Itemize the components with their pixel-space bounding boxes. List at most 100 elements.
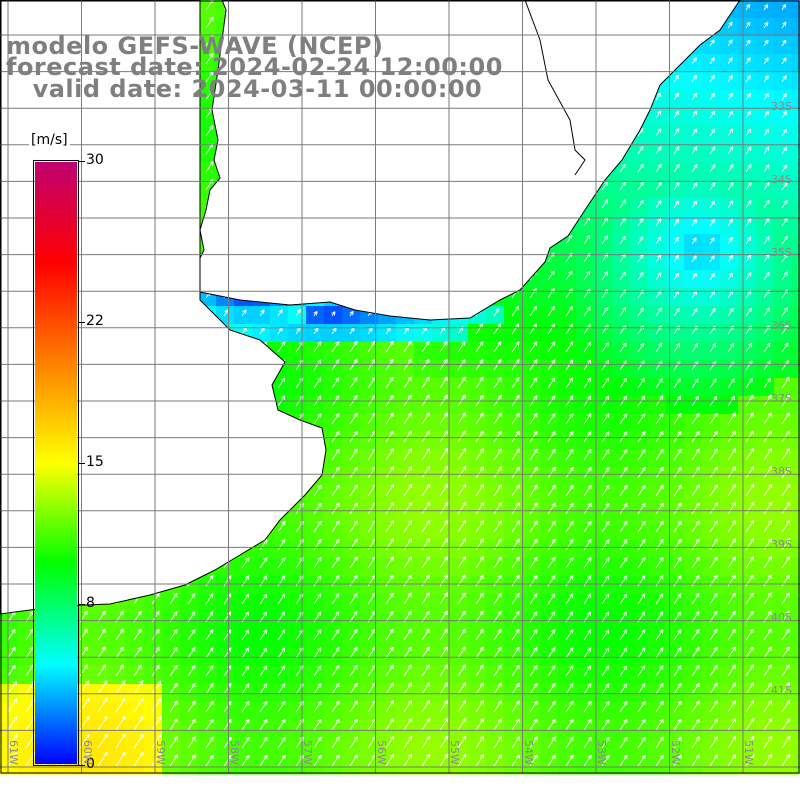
wind-speed-cell (486, 396, 505, 415)
wind-arrow (529, 305, 538, 317)
wind-speed-cell (18, 738, 37, 757)
wind-speed-cell (504, 522, 523, 541)
wind-speed-cell (792, 234, 800, 253)
wind-speed-cell (504, 306, 523, 325)
wind-speed-cell (126, 684, 145, 703)
wind-arrow (673, 307, 680, 317)
wind-arrow (331, 412, 340, 425)
title-valid-date: valid date: 2024-03-11 00:00:00 (6, 75, 483, 103)
wind-speed-cell (306, 378, 325, 397)
wind-arrow (745, 110, 752, 119)
wind-speed-cell (378, 396, 397, 415)
wind-speed-cell (756, 612, 775, 631)
wind-speed-cell (594, 612, 613, 631)
wind-speed-cell (558, 396, 577, 415)
wind-speed-cell (396, 612, 415, 631)
wind-arrow (763, 39, 769, 47)
wind-speed-cell (522, 432, 541, 451)
wind-speed-cell (756, 486, 775, 505)
wind-speed-cell (612, 594, 631, 613)
wind-arrow (331, 341, 340, 353)
wind-speed-cell (522, 288, 541, 307)
wind-speed-cell (468, 504, 487, 523)
wind-arrow (691, 255, 697, 263)
wind-speed-cell (792, 630, 800, 649)
wind-speed-cell (450, 486, 469, 505)
wind-speed-cell (450, 720, 469, 739)
wind-speed-cell (792, 558, 800, 577)
wind-arrow (619, 448, 628, 461)
wind-speed-cell (558, 306, 577, 325)
wind-speed-cell (576, 630, 595, 649)
wind-speed-cell (414, 414, 433, 433)
wind-speed-cell (414, 360, 433, 379)
wind-speed-cell (612, 720, 631, 739)
wind-speed-cell (522, 396, 541, 415)
wind-speed-cell (414, 612, 433, 631)
wind-arrow (583, 484, 592, 497)
wind-arrow (313, 538, 322, 551)
wind-speed-cell (756, 468, 775, 487)
wind-speed-cell (198, 144, 217, 163)
wind-arrow (619, 271, 626, 281)
wind-speed-cell (486, 702, 505, 721)
wind-arrow (691, 110, 698, 119)
wind-speed-cell (504, 738, 523, 757)
wind-arrow (781, 271, 788, 281)
wind-speed-cell (594, 450, 613, 469)
wind-speed-cell (738, 702, 757, 721)
wind-speed-cell (648, 162, 667, 181)
wind-speed-cell (522, 594, 541, 613)
wind-arrow (745, 412, 754, 425)
wind-arrow (439, 394, 448, 407)
wind-speed-cell (666, 558, 685, 577)
wind-speed-cell (576, 666, 595, 685)
wind-arrow (763, 21, 769, 29)
wind-speed-cell (450, 576, 469, 595)
wind-speed-cell (396, 504, 415, 523)
wind-arrow (241, 309, 247, 317)
wind-arrow (745, 164, 752, 173)
wind-speed-cell (648, 108, 667, 127)
wind-speed-cell (738, 0, 757, 19)
wind-arrow (673, 448, 682, 461)
wind-speed-cell (342, 558, 361, 577)
wind-speed-cell (738, 666, 757, 685)
wind-speed-cell (702, 342, 721, 361)
wind-speed-cell (558, 288, 577, 307)
wind-speed-cell (738, 126, 757, 145)
wind-speed-cell (522, 468, 541, 487)
wind-arrow (781, 182, 788, 191)
wind-speed-cell (306, 396, 325, 415)
wind-arrow (313, 484, 322, 497)
wind-speed-cell (774, 378, 793, 397)
wind-speed-cell (270, 720, 289, 739)
wind-speed-cell (468, 666, 487, 685)
wind-arrow (529, 448, 538, 461)
wind-speed-cell (468, 324, 487, 343)
longitude-label: 61W (7, 740, 20, 765)
wind-speed-cell (432, 738, 451, 757)
wind-speed-cell (288, 720, 307, 739)
wind-speed-cell (756, 18, 775, 37)
wind-speed-cell (198, 612, 217, 631)
wind-arrow (331, 520, 340, 533)
wind-speed-cell (630, 414, 649, 433)
wind-speed-cell (630, 324, 649, 343)
wind-speed-cell (108, 702, 127, 721)
wind-speed-cell (324, 414, 343, 433)
wind-speed-cell (432, 486, 451, 505)
wind-speed-cell (432, 612, 451, 631)
wind-speed-cell (216, 684, 235, 703)
wind-speed-cell (126, 702, 145, 721)
wind-speed-cell (756, 36, 775, 55)
wind-speed-cell (198, 756, 217, 775)
wind-speed-cell (396, 396, 415, 415)
wind-arrow (349, 340, 358, 353)
wind-speed-cell (306, 576, 325, 595)
wind-arrow (439, 430, 449, 443)
wind-speed-cell (522, 414, 541, 433)
wind-arrow (781, 394, 790, 407)
wind-speed-cell (630, 306, 649, 325)
wind-speed-cell (666, 630, 685, 649)
